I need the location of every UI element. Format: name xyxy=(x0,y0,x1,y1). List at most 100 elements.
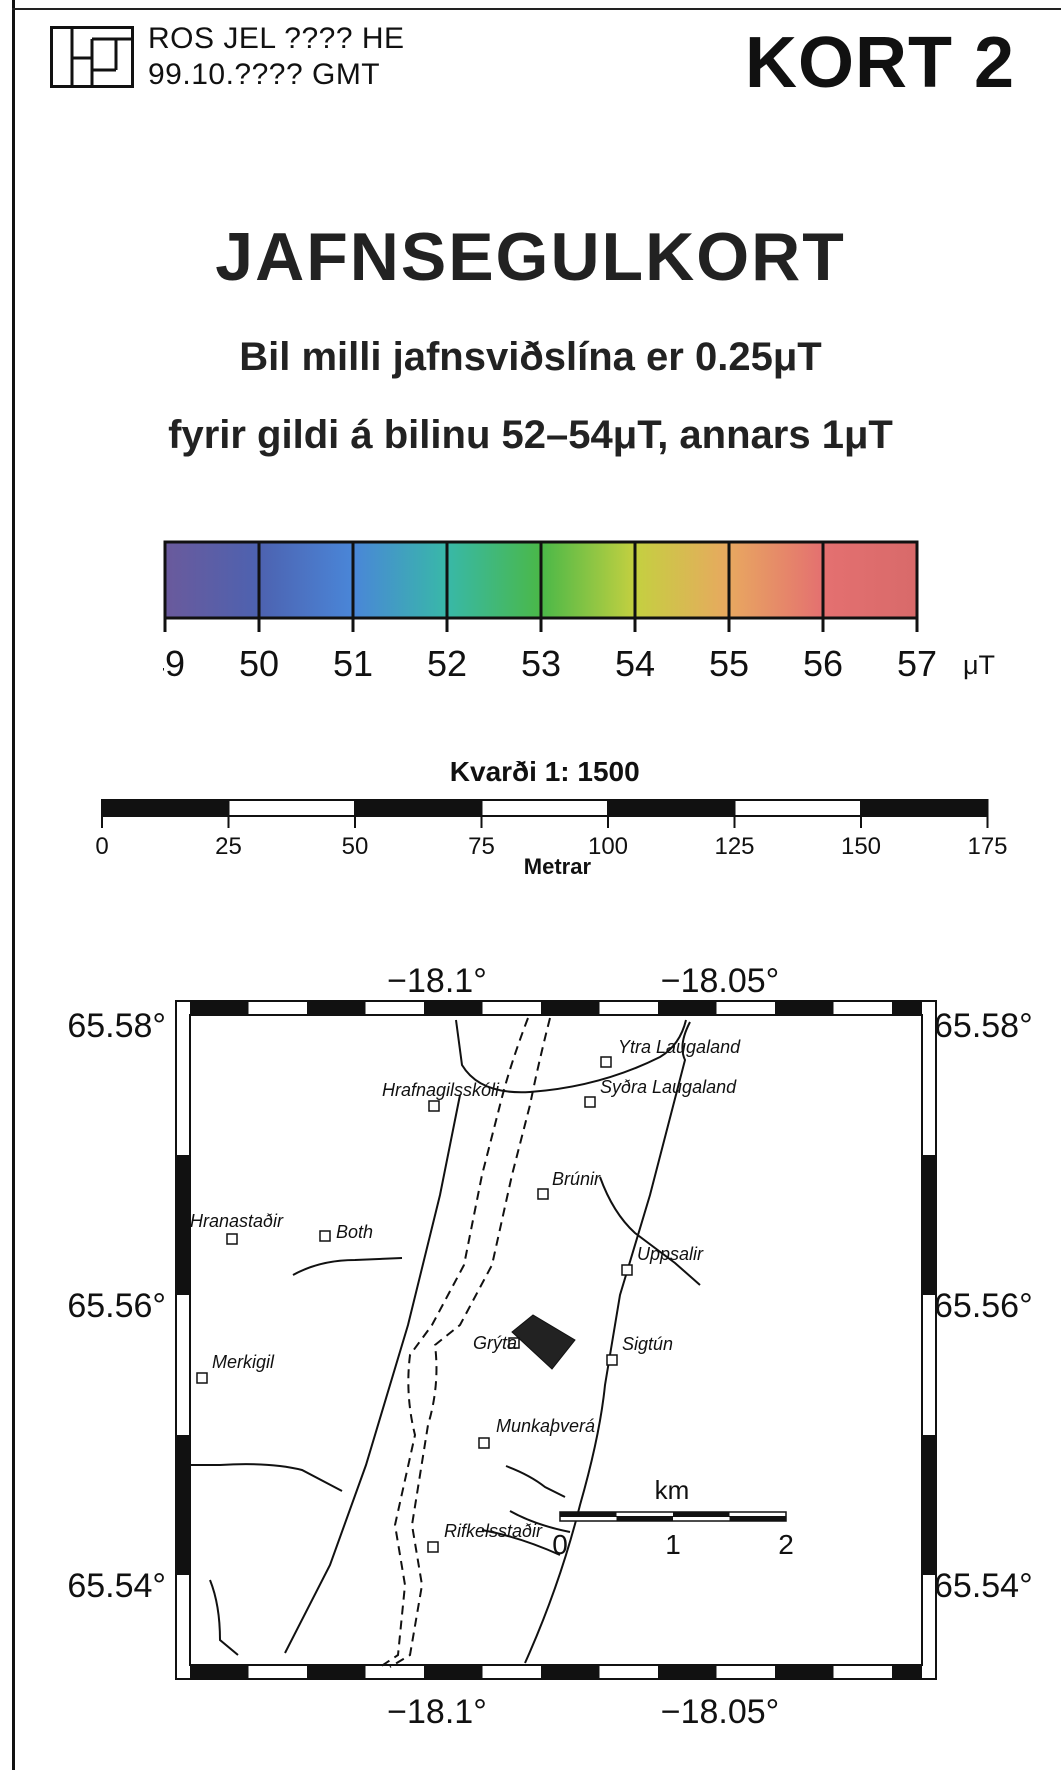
scale-tick-label: 0 xyxy=(95,833,108,860)
frame-tick-bottom xyxy=(424,1665,483,1679)
place-marker xyxy=(584,1096,596,1108)
color-scale-tick-label: 52 xyxy=(427,643,467,680)
scale-tick-label: 25 xyxy=(215,833,242,860)
scale-segment xyxy=(860,799,989,817)
frame-tick-top xyxy=(892,1001,922,1015)
place-label: Uppsalir xyxy=(637,1244,704,1264)
lon-label-bottom: −18.1° xyxy=(387,1693,487,1731)
place-marker xyxy=(537,1188,549,1200)
place-marker xyxy=(508,1337,520,1349)
lat-label-left: 65.56° xyxy=(67,1287,166,1325)
color-scale-tick-label: 49 xyxy=(163,643,185,680)
scale-title: Kvarði 1: 1500 xyxy=(450,756,640,787)
scale-segment xyxy=(480,799,609,817)
color-scale-tick-label: 50 xyxy=(239,643,279,680)
lat-label-right: 65.56° xyxy=(934,1287,1033,1325)
scale-tick-label: 150 xyxy=(841,833,881,860)
road-line xyxy=(509,1510,571,1533)
frame-tick-bottom xyxy=(190,1665,249,1679)
scale-segment xyxy=(227,799,356,817)
place-label: Brúnir xyxy=(552,1169,601,1189)
place-marker xyxy=(319,1230,331,1242)
header-time-line: 99.10.???? GMT xyxy=(148,58,381,91)
color-scale-tick-label: 57 xyxy=(897,643,937,680)
frame-tick-left xyxy=(176,1435,190,1575)
road-line xyxy=(284,1094,461,1654)
road-line xyxy=(209,1579,239,1656)
place-label: Rifkelsstaðir xyxy=(444,1521,543,1541)
place-marker xyxy=(196,1372,208,1384)
contour-range-text: fyrir gildi á bilinu 52–54μT, annars 1μT xyxy=(168,413,893,457)
frame-tick-left xyxy=(176,1155,190,1295)
color-scale-tick-label: 51 xyxy=(333,643,373,680)
sheet-border-left xyxy=(12,0,15,1770)
scale-unit: Metrar xyxy=(524,854,592,879)
location-map: −18.1° −18.1° −18.05° −18.05° 65.58° 65.58° 65… xyxy=(67,965,1033,1731)
km-bar-segment xyxy=(560,1512,617,1517)
road-line xyxy=(481,1529,561,1556)
lon-label-bottom: −18.05° xyxy=(661,1693,780,1731)
km-bar-segment xyxy=(729,1516,786,1521)
place-marker xyxy=(427,1541,439,1553)
road-line xyxy=(524,1021,691,1664)
place-label: Munkaþverá xyxy=(496,1416,595,1436)
scale-bar: Kvarði 1: 1500 0 25 50 75 100 125 150 175 Metrar xyxy=(95,756,1007,879)
river-line xyxy=(389,1017,551,1668)
frame-tick-right xyxy=(922,1435,936,1575)
frame-tick-top xyxy=(658,1001,717,1015)
place-label: Merkigil xyxy=(212,1352,275,1372)
km-tick-label: 0 xyxy=(552,1529,568,1560)
sheet-number: KORT 2 xyxy=(745,23,1016,103)
frame-tick-top xyxy=(190,1001,249,1015)
scale-tick-label: 100 xyxy=(588,833,628,860)
place-label: Syðra Laugaland xyxy=(600,1077,737,1097)
road-line xyxy=(292,1257,403,1276)
frame-tick-bottom xyxy=(307,1665,366,1679)
frame-tick-top xyxy=(775,1001,834,1015)
frame-tick-top xyxy=(424,1001,483,1015)
scale-tick-label: 50 xyxy=(342,833,369,860)
road-line xyxy=(505,1465,566,1498)
color-scale-tick-label: 56 xyxy=(803,643,843,680)
scale-segment xyxy=(354,799,483,817)
frame-tick-top xyxy=(541,1001,600,1015)
scale-tick-label: 75 xyxy=(468,833,495,860)
place-marker xyxy=(428,1100,440,1112)
scale-segment xyxy=(733,799,862,817)
km-tick-label: 1 xyxy=(665,1529,681,1560)
road-line xyxy=(599,1176,701,1286)
scale-tick-label: 175 xyxy=(967,833,1007,860)
frame-tick-bottom xyxy=(775,1665,834,1679)
river-line xyxy=(379,1017,529,1668)
km-bar-segment xyxy=(616,1516,673,1521)
color-scale-tick-label: 54 xyxy=(615,643,655,680)
scale-segment xyxy=(101,799,230,817)
color-scale-tick-label: 55 xyxy=(709,643,749,680)
scale-segment xyxy=(607,799,736,817)
map-title: JAFNSEGULKORT xyxy=(215,219,846,295)
frame-tick-bottom xyxy=(892,1665,922,1679)
sheet-border-top xyxy=(12,8,1061,10)
place-label: Both xyxy=(336,1222,373,1242)
lat-label-left: 65.54° xyxy=(67,1567,166,1605)
color-scale: 49 50 51 52 53 54 55 56 57 μT xyxy=(163,540,995,680)
place-marker xyxy=(621,1264,633,1276)
survey-area-marker xyxy=(511,1314,576,1370)
place-marker xyxy=(600,1056,612,1068)
header-station-line: ROS JEL ???? HE xyxy=(148,22,405,55)
km-tick-label: 2 xyxy=(778,1529,794,1560)
frame-tick-bottom xyxy=(541,1665,600,1679)
lat-label-right: 65.54° xyxy=(934,1567,1033,1605)
scale-tick-label: 125 xyxy=(714,833,754,860)
lon-label-top: −18.1° xyxy=(387,965,487,1000)
lat-label-left: 65.58° xyxy=(67,1007,166,1045)
lon-label-top: −18.05° xyxy=(661,965,780,1000)
color-scale-tick-label: 53 xyxy=(521,643,561,680)
color-scale-unit: μT xyxy=(963,650,995,680)
place-label: Grýta xyxy=(473,1333,517,1353)
frame-tick-bottom xyxy=(658,1665,717,1679)
place-marker xyxy=(606,1354,618,1366)
road-line xyxy=(455,1019,687,1094)
km-bar-segment xyxy=(673,1512,730,1517)
